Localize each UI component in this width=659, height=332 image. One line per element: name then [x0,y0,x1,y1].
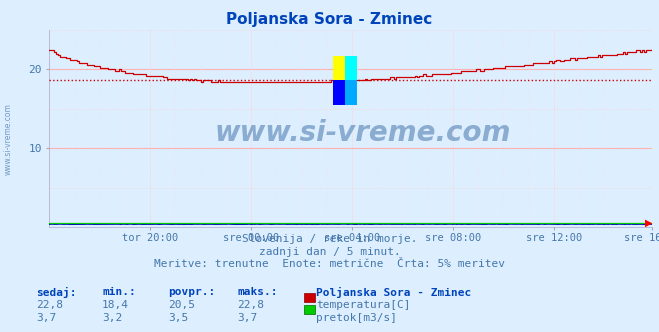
Text: Poljanska Sora - Zminec: Poljanska Sora - Zminec [227,12,432,27]
Text: 3,7: 3,7 [36,313,57,323]
Text: 22,8: 22,8 [36,300,63,310]
Text: zadnji dan / 5 minut.: zadnji dan / 5 minut. [258,247,401,257]
Text: 3,2: 3,2 [102,313,123,323]
Text: Meritve: trenutne  Enote: metrične  Črta: 5% meritev: Meritve: trenutne Enote: metrične Črta: … [154,259,505,269]
Text: 20,5: 20,5 [168,300,195,310]
Text: maks.:: maks.: [237,287,277,297]
Text: www.si-vreme.com: www.si-vreme.com [215,119,511,147]
Text: min.:: min.: [102,287,136,297]
Text: sedaj:: sedaj: [36,287,76,298]
Text: Slovenija / reke in morje.: Slovenija / reke in morje. [242,234,417,244]
Text: 22,8: 22,8 [237,300,264,310]
Text: temperatura[C]: temperatura[C] [316,300,411,310]
Text: 18,4: 18,4 [102,300,129,310]
Text: www.si-vreme.com: www.si-vreme.com [3,104,13,175]
Text: ▶: ▶ [645,217,652,227]
Text: povpr.:: povpr.: [168,287,215,297]
Text: Poljanska Sora - Zminec: Poljanska Sora - Zminec [316,287,472,298]
Text: 3,7: 3,7 [237,313,258,323]
Text: pretok[m3/s]: pretok[m3/s] [316,313,397,323]
Text: 3,5: 3,5 [168,313,188,323]
